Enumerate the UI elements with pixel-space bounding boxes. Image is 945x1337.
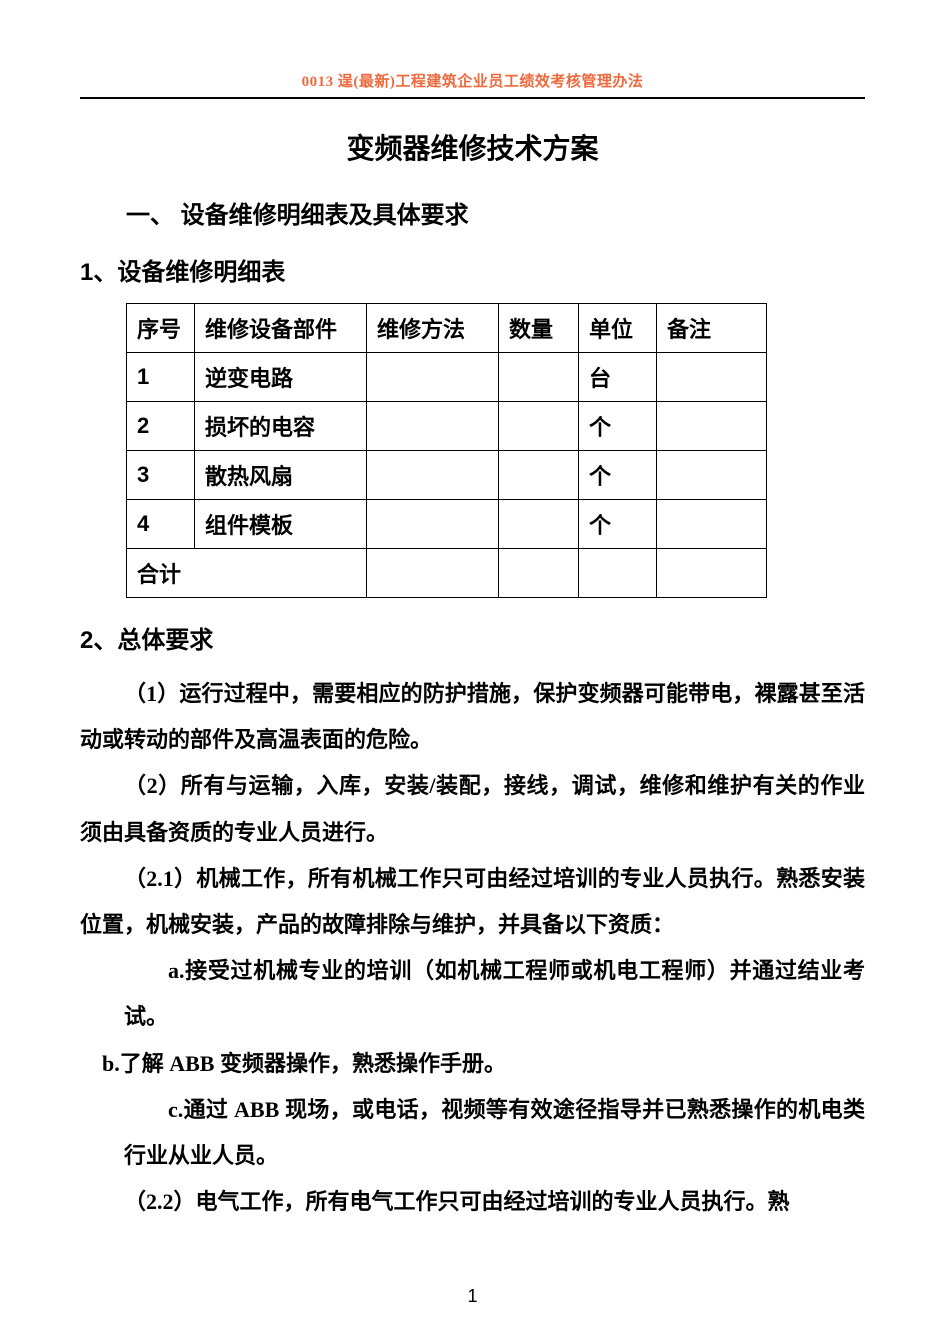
para-2-2-1-a: a.接受过机械专业的培训（如机械工程师或机电工程师）并通过结业考试。 <box>80 948 865 1040</box>
th-unit: 单位 <box>579 304 657 353</box>
cell-method <box>367 402 499 451</box>
section-1-1-heading: 1、设备维修明细表 <box>80 252 865 287</box>
section-1-1-num: 1 <box>80 259 93 286</box>
th-part: 维修设备部件 <box>195 304 367 353</box>
cell-total-label: 合计 <box>127 549 367 598</box>
section-1-1-text: 、设备维修明细表 <box>93 259 285 286</box>
cell-unit: 台 <box>579 353 657 402</box>
para-2-2-1-c: c.通过 ABB 现场，或电话，视频等有效途径指导并已熟悉操作的机电类行业从业人… <box>80 1087 865 1179</box>
th-method: 维修方法 <box>367 304 499 353</box>
table-row: 4 组件模板 个 <box>127 500 767 549</box>
page: 0013 逞(最新)工程建筑企业员工绩效考核管理办法 变频器维修技术方案 一、 … <box>0 0 945 1337</box>
cell-part: 组件模板 <box>195 500 367 549</box>
cell-seq: 3 <box>127 451 195 500</box>
header-rule <box>80 97 865 99</box>
cell-qty <box>499 353 579 402</box>
cell-unit: 个 <box>579 451 657 500</box>
table-header-row: 序号 维修设备部件 维修方法 数量 单位 备注 <box>127 304 767 353</box>
cell-seq: 1 <box>127 353 195 402</box>
cell-method <box>367 451 499 500</box>
cell-part: 逆变电路 <box>195 353 367 402</box>
th-seq: 序号 <box>127 304 195 353</box>
section-1-heading: 一、 设备维修明细表及具体要求 <box>126 195 865 230</box>
para-2-1: （1）运行过程中，需要相应的防护措施，保护变频器可能带电，裸露甚至活动或转动的部… <box>80 671 865 763</box>
cell-note <box>657 353 767 402</box>
cell-total-note <box>657 549 767 598</box>
table-row: 1 逆变电路 台 <box>127 353 767 402</box>
document-title: 变频器维修技术方案 <box>80 127 865 167</box>
cell-unit: 个 <box>579 500 657 549</box>
para-2-2-2: （2.2）电气工作，所有电气工作只可由经过培训的专业人员执行。熟 <box>80 1179 865 1225</box>
cell-method <box>367 353 499 402</box>
cell-note <box>657 451 767 500</box>
th-note: 备注 <box>657 304 767 353</box>
cell-total-unit <box>579 549 657 598</box>
repair-table: 序号 维修设备部件 维修方法 数量 单位 备注 1 逆变电路 台 2 损坏的电容 <box>126 303 767 598</box>
cell-total-method <box>367 549 499 598</box>
section-1-2-num: 2 <box>80 627 93 654</box>
cell-qty <box>499 451 579 500</box>
cell-total-qty <box>499 549 579 598</box>
para-2-2-1-b: b.了解 ABB 变频器操作，熟悉操作手册。 <box>80 1041 865 1087</box>
cell-qty <box>499 500 579 549</box>
section-1-2-heading: 2、总体要求 <box>80 620 865 655</box>
cell-note <box>657 402 767 451</box>
cell-unit: 个 <box>579 402 657 451</box>
para-2-2-1: （2.1）机械工作，所有机械工作只可由经过培训的专业人员执行。熟悉安装位置，机械… <box>80 856 865 948</box>
page-header-text: 0013 逞(最新)工程建筑企业员工绩效考核管理办法 <box>80 70 865 91</box>
section-1-2-text: 、总体要求 <box>93 627 213 654</box>
cell-qty <box>499 402 579 451</box>
th-qty: 数量 <box>499 304 579 353</box>
table-total-row: 合计 <box>127 549 767 598</box>
para-2-2: （2）所有与运输，入库，安装/装配，接线，调试，维修和维护有关的作业须由具备资质… <box>80 763 865 855</box>
cell-part: 散热风扇 <box>195 451 367 500</box>
table-row: 3 散热风扇 个 <box>127 451 767 500</box>
cell-part: 损坏的电容 <box>195 402 367 451</box>
cell-method <box>367 500 499 549</box>
table-row: 2 损坏的电容 个 <box>127 402 767 451</box>
cell-seq: 2 <box>127 402 195 451</box>
cell-note <box>657 500 767 549</box>
page-number: 1 <box>0 1286 945 1307</box>
cell-seq: 4 <box>127 500 195 549</box>
